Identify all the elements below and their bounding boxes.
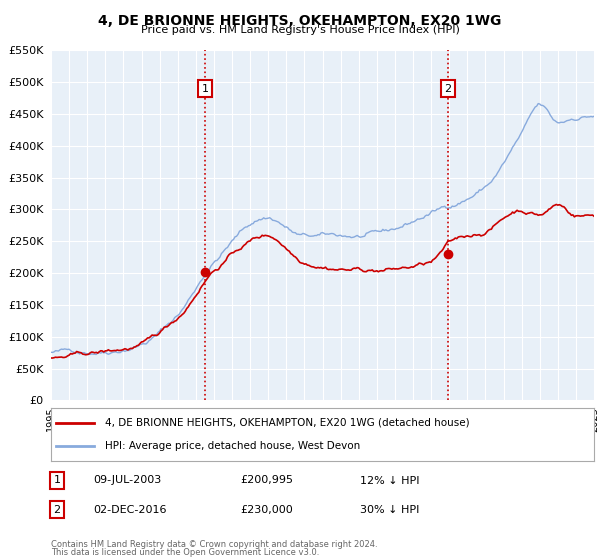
Text: 2: 2 [444,83,451,94]
Text: £230,000: £230,000 [240,505,293,515]
Text: HPI: Average price, detached house, West Devon: HPI: Average price, detached house, West… [106,441,361,451]
Text: 4, DE BRIONNE HEIGHTS, OKEHAMPTON, EX20 1WG (detached house): 4, DE BRIONNE HEIGHTS, OKEHAMPTON, EX20 … [106,418,470,428]
Text: £200,995: £200,995 [240,475,293,486]
Text: Contains HM Land Registry data © Crown copyright and database right 2024.: Contains HM Land Registry data © Crown c… [51,540,377,549]
Text: 1: 1 [53,475,61,486]
Text: 09-JUL-2003: 09-JUL-2003 [93,475,161,486]
Text: 12% ↓ HPI: 12% ↓ HPI [360,475,419,486]
Text: 1: 1 [202,83,209,94]
Text: This data is licensed under the Open Government Licence v3.0.: This data is licensed under the Open Gov… [51,548,319,557]
Text: 4, DE BRIONNE HEIGHTS, OKEHAMPTON, EX20 1WG: 4, DE BRIONNE HEIGHTS, OKEHAMPTON, EX20 … [98,14,502,28]
Text: 30% ↓ HPI: 30% ↓ HPI [360,505,419,515]
Text: Price paid vs. HM Land Registry's House Price Index (HPI): Price paid vs. HM Land Registry's House … [140,25,460,35]
Text: 02-DEC-2016: 02-DEC-2016 [93,505,167,515]
Text: 2: 2 [53,505,61,515]
